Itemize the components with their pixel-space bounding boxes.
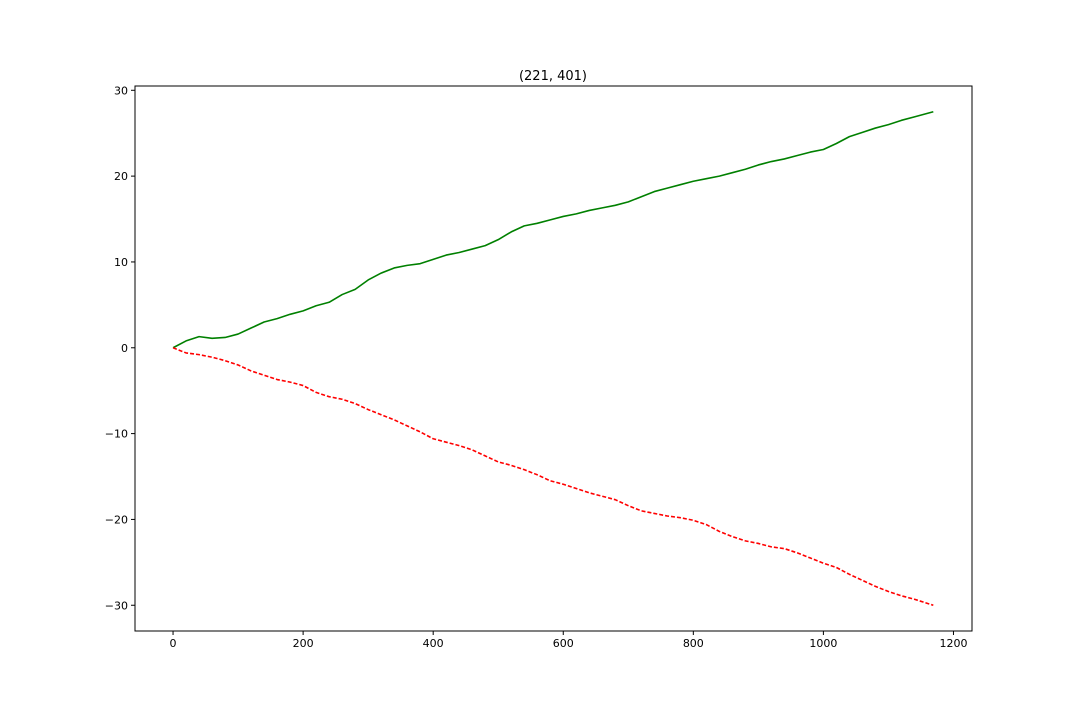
chart-title: (221, 401)	[519, 69, 587, 84]
x-tick-label: 600	[553, 637, 574, 650]
y-tick-label: 20	[114, 170, 128, 183]
series-line-1	[172, 110, 934, 349]
y-tick-label: 10	[114, 256, 128, 269]
plot-frame	[134, 85, 973, 632]
series-line-2	[172, 347, 934, 607]
y-tick-label: 0	[121, 342, 128, 355]
y-tick-label: −20	[105, 513, 128, 526]
axes: 0 200 400 600 800 1000 1200 −30 −20 −10 0 10 20 30	[105, 84, 973, 650]
y-tick-label: −10	[105, 428, 128, 441]
x-tick-label: 800	[683, 637, 704, 650]
y-tick-label: −30	[105, 599, 128, 612]
x-tick-label: 1200	[939, 637, 967, 650]
plot-marks	[172, 110, 934, 607]
x-tick-label: 0	[170, 637, 177, 650]
y-tick-label: 30	[114, 84, 128, 97]
x-tick-label: 400	[423, 637, 444, 650]
x-tick-label: 200	[293, 637, 314, 650]
x-tick-label: 1000	[809, 637, 837, 650]
